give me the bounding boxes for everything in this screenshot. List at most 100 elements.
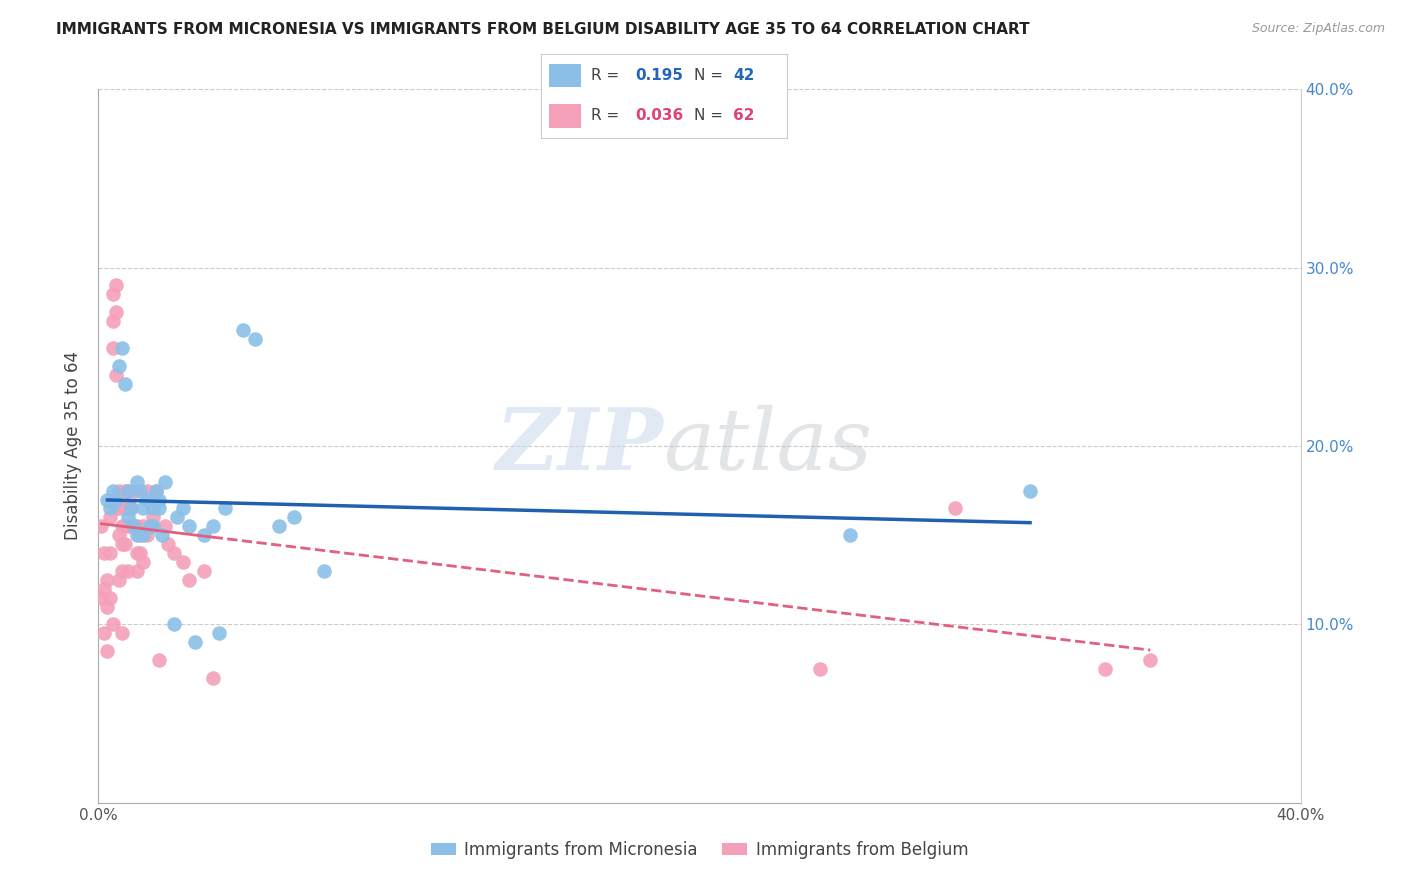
Point (114, 483, 136, 498)
Point (153, 519, 176, 533)
Text: atlas: atlas (664, 405, 873, 487)
Point (132, 519, 155, 533)
Point (105, 305, 128, 319)
Point (172, 555, 194, 569)
Bar (548, 63, 581, 87)
Point (96, 573, 118, 587)
Point (232, 323, 254, 337)
Point (943, 501, 966, 516)
Point (267, 519, 290, 533)
Point (193, 528, 215, 542)
Point (141, 510, 163, 524)
Point (141, 519, 163, 533)
Point (214, 501, 236, 516)
Point (177, 519, 200, 533)
Point (114, 519, 136, 533)
Point (208, 626, 231, 640)
Text: N =: N = (695, 68, 728, 83)
Point (96, 599, 118, 614)
Point (127, 564, 149, 578)
Point (138, 519, 160, 533)
Point (1019, 483, 1042, 498)
Point (103, 483, 125, 498)
Point (129, 483, 152, 498)
Point (201, 519, 224, 533)
Text: Source: ZipAtlas.com: Source: ZipAtlas.com (1251, 22, 1385, 36)
Point (111, 341, 134, 355)
Point (108, 573, 131, 587)
Point (103, 617, 125, 632)
Point (127, 546, 149, 560)
Point (838, 528, 860, 542)
Point (111, 519, 134, 533)
Point (129, 546, 152, 560)
Point (114, 501, 136, 516)
Point (124, 483, 146, 498)
Point (127, 519, 149, 533)
Point (135, 483, 157, 498)
Point (90, 519, 112, 533)
Point (201, 671, 224, 685)
Point (117, 483, 139, 498)
Point (153, 475, 176, 489)
Text: 42: 42 (734, 68, 755, 83)
Text: IMMIGRANTS FROM MICRONESIA VS IMMIGRANTS FROM BELGIUM DISABILITY AGE 35 TO 64 CO: IMMIGRANTS FROM MICRONESIA VS IMMIGRANTS… (56, 22, 1029, 37)
Point (124, 519, 146, 533)
Legend: Immigrants from Micronesia, Immigrants from Belgium: Immigrants from Micronesia, Immigrants f… (425, 835, 974, 866)
Point (121, 501, 143, 516)
Point (148, 492, 170, 507)
Point (117, 483, 139, 498)
Point (145, 483, 167, 498)
Point (100, 501, 122, 516)
Point (103, 341, 125, 355)
Bar (548, 104, 581, 128)
Point (103, 287, 125, 301)
Point (96, 492, 118, 507)
Point (121, 501, 143, 516)
Point (90, 591, 112, 605)
Point (127, 528, 149, 542)
Point (183, 635, 205, 649)
Point (93, 582, 115, 596)
Point (177, 573, 200, 587)
Point (100, 510, 122, 524)
Point (243, 332, 266, 346)
Point (145, 483, 167, 498)
Point (114, 537, 136, 551)
Point (117, 564, 139, 578)
Point (117, 510, 139, 524)
Point (108, 359, 131, 373)
Point (114, 376, 136, 391)
Point (108, 528, 131, 542)
Point (111, 626, 134, 640)
Point (124, 519, 146, 533)
Point (105, 492, 128, 507)
Point (283, 510, 305, 524)
Point (129, 528, 152, 542)
Point (1094, 662, 1116, 676)
Text: ZIP: ZIP (495, 404, 664, 488)
Point (1139, 653, 1161, 667)
Point (172, 501, 194, 516)
Point (808, 662, 831, 676)
Text: R =: R = (591, 68, 624, 83)
Point (166, 510, 188, 524)
Point (127, 475, 149, 489)
Point (132, 528, 155, 542)
Point (103, 496, 125, 510)
Text: R =: R = (591, 108, 624, 123)
Point (108, 501, 131, 516)
Point (148, 653, 170, 667)
Point (105, 278, 128, 293)
Point (100, 591, 122, 605)
Point (105, 368, 128, 382)
Point (117, 501, 139, 516)
Point (162, 617, 184, 632)
Y-axis label: Disability Age 35 to 64: Disability Age 35 to 64 (65, 351, 83, 541)
Point (100, 546, 122, 560)
Point (150, 528, 173, 542)
Point (93, 546, 115, 560)
Point (121, 519, 143, 533)
Point (96, 644, 118, 658)
Point (93, 626, 115, 640)
